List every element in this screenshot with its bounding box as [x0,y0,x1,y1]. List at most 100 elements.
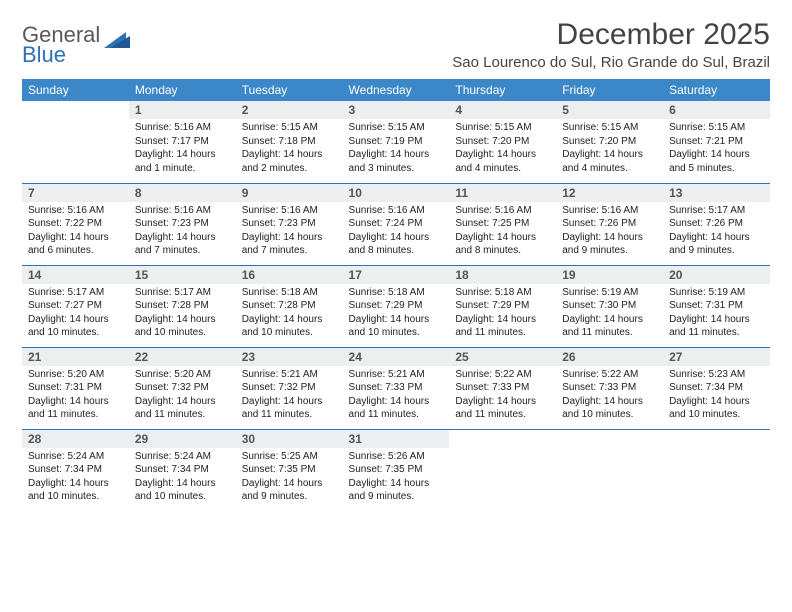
logo-word-bottom: Blue [22,44,100,66]
calendar-day-cell [22,101,129,183]
sunrise-text: Sunrise: 5:18 AM [242,286,337,300]
sunrise-text: Sunrise: 5:24 AM [28,450,123,464]
daylight-text: Daylight: 14 hours and 11 minutes. [242,395,337,422]
day-details: Sunrise: 5:17 AMSunset: 7:27 PMDaylight:… [22,284,129,344]
day-details: Sunrise: 5:22 AMSunset: 7:33 PMDaylight:… [556,366,663,426]
day-number: 7 [22,184,129,202]
sunrise-text: Sunrise: 5:16 AM [349,204,444,218]
calendar-day-cell: 14Sunrise: 5:17 AMSunset: 7:27 PMDayligh… [22,265,129,347]
calendar-day-cell: 1Sunrise: 5:16 AMSunset: 7:17 PMDaylight… [129,101,236,183]
calendar-day-cell: 16Sunrise: 5:18 AMSunset: 7:28 PMDayligh… [236,265,343,347]
sunset-text: Sunset: 7:33 PM [455,381,550,395]
sunrise-text: Sunrise: 5:16 AM [28,204,123,218]
day-details: Sunrise: 5:18 AMSunset: 7:28 PMDaylight:… [236,284,343,344]
daylight-text: Daylight: 14 hours and 9 minutes. [669,231,764,258]
daylight-text: Daylight: 14 hours and 11 minutes. [455,313,550,340]
day-number: 25 [449,348,556,366]
daylight-text: Daylight: 14 hours and 10 minutes. [242,313,337,340]
sunrise-text: Sunrise: 5:24 AM [135,450,230,464]
calendar-day-cell: 13Sunrise: 5:17 AMSunset: 7:26 PMDayligh… [663,183,770,265]
day-number: 28 [22,430,129,448]
day-details: Sunrise: 5:19 AMSunset: 7:30 PMDaylight:… [556,284,663,344]
sunrise-text: Sunrise: 5:22 AM [455,368,550,382]
sunrise-text: Sunrise: 5:21 AM [242,368,337,382]
day-number: 29 [129,430,236,448]
sunrise-text: Sunrise: 5:19 AM [562,286,657,300]
calendar-page: General Blue December 2025 Sao Lourenco … [0,0,792,529]
calendar-day-cell [449,429,556,511]
sunset-text: Sunset: 7:23 PM [135,217,230,231]
sunset-text: Sunset: 7:17 PM [135,135,230,149]
sunset-text: Sunset: 7:27 PM [28,299,123,313]
day-details: Sunrise: 5:15 AMSunset: 7:20 PMDaylight:… [556,119,663,179]
sunset-text: Sunset: 7:29 PM [349,299,444,313]
daylight-text: Daylight: 14 hours and 2 minutes. [242,148,337,175]
logo-text: General Blue [22,24,100,66]
day-number: 11 [449,184,556,202]
sunrise-text: Sunrise: 5:15 AM [455,121,550,135]
day-header-row: Sunday Monday Tuesday Wednesday Thursday… [22,79,770,101]
title-block: December 2025 Sao Lourenco do Sul, Rio G… [452,18,770,71]
calendar-day-cell [663,429,770,511]
sunset-text: Sunset: 7:32 PM [135,381,230,395]
day-header: Monday [129,79,236,101]
day-number: 22 [129,348,236,366]
daylight-text: Daylight: 14 hours and 8 minutes. [455,231,550,258]
sunset-text: Sunset: 7:35 PM [349,463,444,477]
daylight-text: Daylight: 14 hours and 7 minutes. [242,231,337,258]
sunrise-text: Sunrise: 5:22 AM [562,368,657,382]
daylight-text: Daylight: 14 hours and 10 minutes. [28,477,123,504]
calendar-week-row: 14Sunrise: 5:17 AMSunset: 7:27 PMDayligh… [22,265,770,347]
sunrise-text: Sunrise: 5:16 AM [135,204,230,218]
calendar-day-cell [556,429,663,511]
day-header: Friday [556,79,663,101]
sunrise-text: Sunrise: 5:16 AM [455,204,550,218]
sunrise-text: Sunrise: 5:15 AM [562,121,657,135]
day-number: 26 [556,348,663,366]
sunrise-text: Sunrise: 5:16 AM [242,204,337,218]
day-header: Tuesday [236,79,343,101]
sunset-text: Sunset: 7:35 PM [242,463,337,477]
sunset-text: Sunset: 7:20 PM [562,135,657,149]
day-number: 20 [663,266,770,284]
daylight-text: Daylight: 14 hours and 8 minutes. [349,231,444,258]
day-details: Sunrise: 5:24 AMSunset: 7:34 PMDaylight:… [22,448,129,508]
calendar-day-cell: 8Sunrise: 5:16 AMSunset: 7:23 PMDaylight… [129,183,236,265]
sunset-text: Sunset: 7:32 PM [242,381,337,395]
location-text: Sao Lourenco do Sul, Rio Grande do Sul, … [452,54,770,71]
day-header: Saturday [663,79,770,101]
daylight-text: Daylight: 14 hours and 6 minutes. [28,231,123,258]
calendar-day-cell: 17Sunrise: 5:18 AMSunset: 7:29 PMDayligh… [343,265,450,347]
day-number: 27 [663,348,770,366]
sunset-text: Sunset: 7:34 PM [669,381,764,395]
sunset-text: Sunset: 7:21 PM [669,135,764,149]
daylight-text: Daylight: 14 hours and 1 minute. [135,148,230,175]
sunrise-text: Sunrise: 5:15 AM [349,121,444,135]
day-number: 23 [236,348,343,366]
day-number: 15 [129,266,236,284]
day-number: 14 [22,266,129,284]
day-details: Sunrise: 5:20 AMSunset: 7:31 PMDaylight:… [22,366,129,426]
sunset-text: Sunset: 7:28 PM [242,299,337,313]
day-details: Sunrise: 5:15 AMSunset: 7:21 PMDaylight:… [663,119,770,179]
day-details: Sunrise: 5:16 AMSunset: 7:23 PMDaylight:… [236,202,343,262]
daylight-text: Daylight: 14 hours and 9 minutes. [349,477,444,504]
daylight-text: Daylight: 14 hours and 9 minutes. [562,231,657,258]
day-details: Sunrise: 5:15 AMSunset: 7:19 PMDaylight:… [343,119,450,179]
day-details: Sunrise: 5:18 AMSunset: 7:29 PMDaylight:… [449,284,556,344]
sunrise-text: Sunrise: 5:15 AM [669,121,764,135]
day-number: 13 [663,184,770,202]
calendar-day-cell: 20Sunrise: 5:19 AMSunset: 7:31 PMDayligh… [663,265,770,347]
sunset-text: Sunset: 7:20 PM [455,135,550,149]
calendar-week-row: 7Sunrise: 5:16 AMSunset: 7:22 PMDaylight… [22,183,770,265]
calendar-day-cell: 19Sunrise: 5:19 AMSunset: 7:30 PMDayligh… [556,265,663,347]
day-details: Sunrise: 5:16 AMSunset: 7:22 PMDaylight:… [22,202,129,262]
daylight-text: Daylight: 14 hours and 4 minutes. [562,148,657,175]
day-details: Sunrise: 5:21 AMSunset: 7:32 PMDaylight:… [236,366,343,426]
calendar-day-cell: 5Sunrise: 5:15 AMSunset: 7:20 PMDaylight… [556,101,663,183]
daylight-text: Daylight: 14 hours and 9 minutes. [242,477,337,504]
daylight-text: Daylight: 14 hours and 11 minutes. [28,395,123,422]
daylight-text: Daylight: 14 hours and 10 minutes. [28,313,123,340]
day-header: Wednesday [343,79,450,101]
day-number: 8 [129,184,236,202]
